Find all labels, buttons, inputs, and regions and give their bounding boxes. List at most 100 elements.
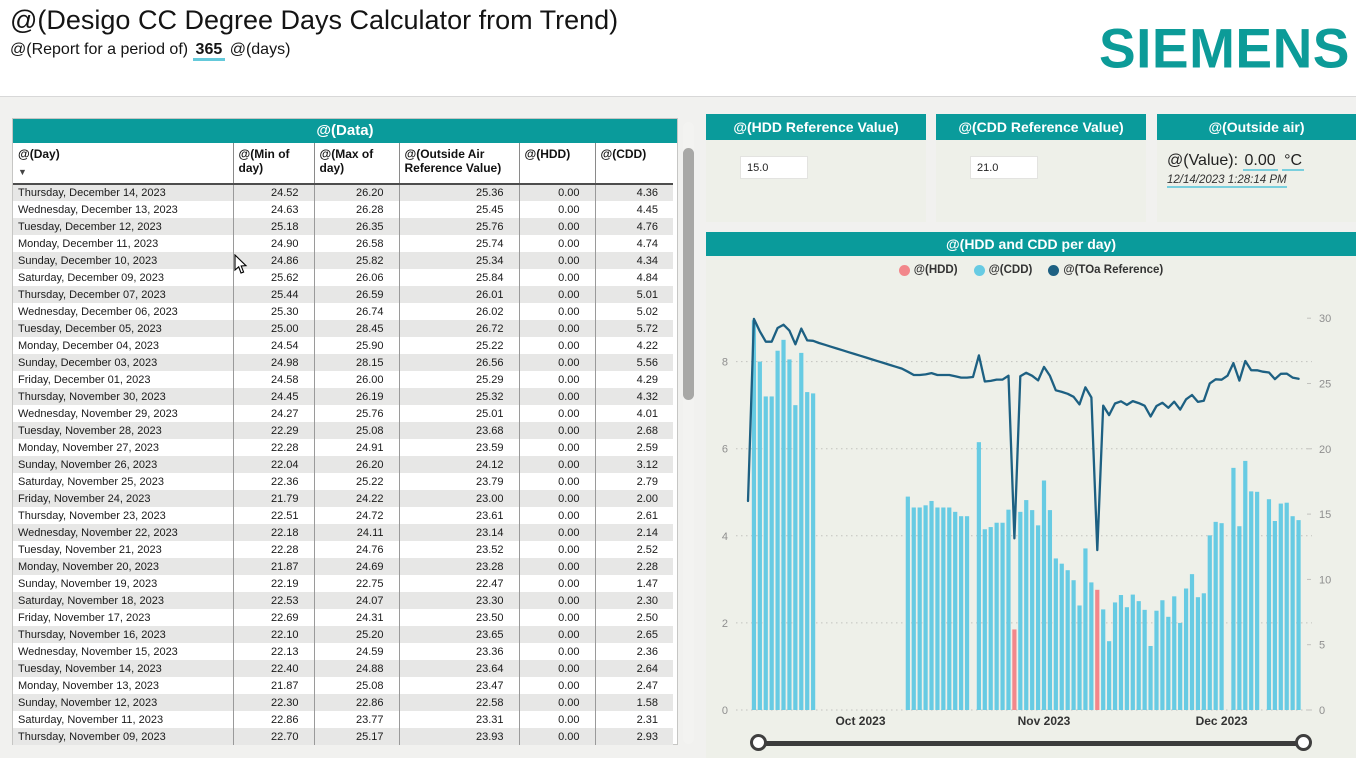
sort-descending-icon[interactable]: ▼ bbox=[18, 167, 27, 177]
column-header-oar[interactable]: @(Outside Air Reference Value) bbox=[399, 143, 520, 184]
cell-day: Friday, November 17, 2023 bbox=[13, 609, 234, 626]
cell-value: 4.36 bbox=[636, 187, 658, 199]
cell-value: 26.72 bbox=[399, 320, 520, 337]
cell-value: 22.36 bbox=[233, 473, 315, 490]
cell-value: 25.34 bbox=[399, 252, 520, 269]
cell-value: 24.52 bbox=[233, 184, 315, 201]
table-row[interactable]: Tuesday, December 05, 2023 25.00 28.45 26.7… bbox=[13, 320, 673, 337]
table-row[interactable]: Tuesday, November 14, 2023 22.40 24.88 23.6… bbox=[13, 660, 673, 677]
cell-value: 23.36 bbox=[399, 643, 520, 660]
table-row[interactable]: Wednesday, December 13, 2023 24.63 26.28 25… bbox=[13, 201, 673, 218]
cdd-reference-input[interactable] bbox=[970, 156, 1038, 179]
table-row[interactable]: Friday, December 01, 2023 24.58 26.00 25.29… bbox=[13, 371, 673, 388]
hdd-cdd-chart[interactable]: 0 2 4 6 8 0 5 10 15 20 25 30 Oct 2023 Nov 2023 Dec 202… bbox=[706, 288, 1356, 732]
cell-value: 5.02 bbox=[636, 305, 658, 318]
cell-value: 24.98 bbox=[233, 354, 315, 371]
chart-range-slider[interactable] bbox=[750, 733, 1312, 753]
table-row[interactable]: Monday, December 04, 2023 24.54 25.90 25.22… bbox=[13, 337, 673, 354]
table-row[interactable]: Tuesday, November 21, 2023 22.28 24.76 23.5… bbox=[13, 541, 673, 558]
cdd-reference-title: @(CDD Reference Value) bbox=[936, 114, 1146, 140]
table-row[interactable]: Sunday, November 26, 2023 22.04 26.20 24.12… bbox=[13, 456, 673, 473]
cell-value: 28.15 bbox=[314, 354, 400, 371]
cell-value: 0.00 bbox=[519, 405, 596, 422]
cell-value: 24.27 bbox=[233, 405, 315, 422]
cell-day: Sunday, December 10, 2023 bbox=[13, 252, 234, 269]
table-row[interactable]: Thursday, November 09, 2023 22.70 25.17 23.… bbox=[13, 728, 673, 745]
table-row[interactable]: Saturday, November 25, 2023 22.36 25.22 23.… bbox=[13, 473, 673, 490]
table-row[interactable]: Tuesday, November 28, 2023 22.29 25.08 23.6… bbox=[13, 422, 673, 439]
table-row[interactable]: Thursday, December 07, 2023 25.44 26.59 26.… bbox=[13, 286, 673, 303]
cell-day: Monday, November 13, 2023 bbox=[13, 677, 234, 694]
column-header-min[interactable]: @(Min of day) bbox=[233, 143, 315, 184]
table-scrollbar[interactable] bbox=[683, 122, 694, 744]
hdd-reference-input[interactable] bbox=[740, 156, 808, 179]
table-row[interactable]: Wednesday, November 29, 2023 24.27 25.76 25… bbox=[13, 405, 673, 422]
mouse-cursor-icon bbox=[234, 254, 248, 274]
cell-value: 24.69 bbox=[314, 558, 400, 575]
svg-text:20: 20 bbox=[1319, 444, 1331, 456]
cell-value: 24.12 bbox=[399, 456, 520, 473]
table-row[interactable]: Monday, November 13, 2023 21.87 25.08 23.47… bbox=[13, 677, 673, 694]
table-row[interactable]: Wednesday, November 15, 2023 22.13 24.59 23… bbox=[13, 643, 673, 660]
cell-value: 23.28 bbox=[399, 558, 520, 575]
cell-value: 22.86 bbox=[314, 694, 400, 711]
period-days-value[interactable]: 365 bbox=[192, 41, 226, 61]
cell-value: 23.65 bbox=[399, 626, 520, 643]
cell-value: 0.00 bbox=[519, 456, 596, 473]
cell-value: 26.20 bbox=[314, 184, 400, 201]
cell-value: 24.11 bbox=[314, 524, 400, 541]
cell-value: 0.00 bbox=[519, 677, 596, 694]
cell-value: 25.82 bbox=[314, 252, 400, 269]
cell-value: 2.61 bbox=[636, 509, 658, 522]
cell-value: 24.86 bbox=[233, 252, 315, 269]
svg-text:Nov 2023: Nov 2023 bbox=[1018, 714, 1071, 728]
cell-value: 24.76 bbox=[314, 541, 400, 558]
table-row[interactable]: Saturday, November 18, 2023 22.53 24.07 23.… bbox=[13, 592, 673, 609]
cell-value: 0.00 bbox=[519, 269, 596, 286]
cell-value: 22.47 bbox=[399, 575, 520, 592]
table-row[interactable]: Friday, November 24, 2023 21.79 24.22 23.00… bbox=[13, 490, 673, 507]
table-row[interactable]: Saturday, December 09, 2023 25.62 26.06 25.… bbox=[13, 269, 673, 286]
table-row[interactable]: Wednesday, November 22, 2023 22.18 24.11 23… bbox=[13, 524, 673, 541]
column-header-max[interactable]: @(Max of day) bbox=[314, 143, 400, 184]
table-row[interactable]: Monday, December 11, 2023 24.90 26.58 25.74… bbox=[13, 235, 673, 252]
column-header-day[interactable]: @(Day) ▼ bbox=[13, 143, 234, 184]
range-slider-right-handle[interactable] bbox=[1295, 734, 1312, 751]
legend-item[interactable]: @(HDD) bbox=[898, 264, 958, 276]
cell-value: 0.00 bbox=[519, 541, 596, 558]
cell-value: 2.93 bbox=[636, 730, 658, 743]
hdd-reference-title: @(HDD Reference Value) bbox=[706, 114, 926, 140]
range-slider-left-handle[interactable] bbox=[750, 734, 767, 751]
table-row[interactable]: Friday, November 17, 2023 22.69 24.31 23.50… bbox=[13, 609, 673, 626]
table-row[interactable]: Wednesday, December 06, 2023 25.30 26.74 26… bbox=[13, 303, 673, 320]
table-row[interactable]: Sunday, December 03, 2023 24.98 28.15 26.56… bbox=[13, 354, 673, 371]
column-header-cdd[interactable]: @(CDD) bbox=[595, 143, 673, 184]
column-header-hdd[interactable]: @(HDD) bbox=[519, 143, 596, 184]
table-row[interactable]: Sunday, December 10, 2023 24.86 25.82 25.34… bbox=[13, 252, 673, 269]
svg-text:25: 25 bbox=[1319, 379, 1331, 391]
legend-item[interactable]: @(TOa Reference) bbox=[1048, 264, 1163, 276]
table-row[interactable]: Monday, November 27, 2023 22.28 24.91 23.59… bbox=[13, 439, 673, 456]
table-row[interactable]: Tuesday, December 12, 2023 25.18 26.35 25.7… bbox=[13, 218, 673, 235]
cell-value: 2.50 bbox=[636, 611, 658, 624]
range-slider-track[interactable] bbox=[758, 741, 1304, 746]
svg-text:0: 0 bbox=[722, 705, 728, 717]
table-row[interactable]: Sunday, November 19, 2023 22.19 22.75 22.47… bbox=[13, 575, 673, 592]
cell-value: 0.00 bbox=[519, 575, 596, 592]
cell-value: 21.87 bbox=[233, 677, 315, 694]
table-row[interactable]: Sunday, November 12, 2023 22.30 22.86 22.58… bbox=[13, 694, 673, 711]
cell-value: 23.52 bbox=[399, 541, 520, 558]
table-scrollbar-thumb[interactable] bbox=[683, 148, 694, 400]
table-row[interactable]: Thursday, November 23, 2023 22.51 24.72 23.… bbox=[13, 507, 673, 524]
cell-value: 22.10 bbox=[233, 626, 315, 643]
cell-value: 4.45 bbox=[636, 203, 658, 216]
table-row[interactable]: Saturday, November 11, 2023 22.86 23.77 23.… bbox=[13, 711, 673, 728]
table-row[interactable]: Thursday, November 16, 2023 22.10 25.20 23.… bbox=[13, 626, 673, 643]
cell-day: Wednesday, November 22, 2023 bbox=[13, 524, 234, 541]
table-row[interactable]: Monday, November 20, 2023 21.87 24.69 23.28… bbox=[13, 558, 673, 575]
table-row[interactable]: Thursday, November 30, 2023 24.45 26.19 25.… bbox=[13, 388, 673, 405]
cell-value: 25.76 bbox=[399, 218, 520, 235]
legend-item[interactable]: @(CDD) bbox=[973, 264, 1032, 276]
table-row[interactable]: Thursday, December 14, 2023 24.52 26.20 25.… bbox=[13, 184, 673, 201]
cell-value: 25.01 bbox=[399, 405, 520, 422]
